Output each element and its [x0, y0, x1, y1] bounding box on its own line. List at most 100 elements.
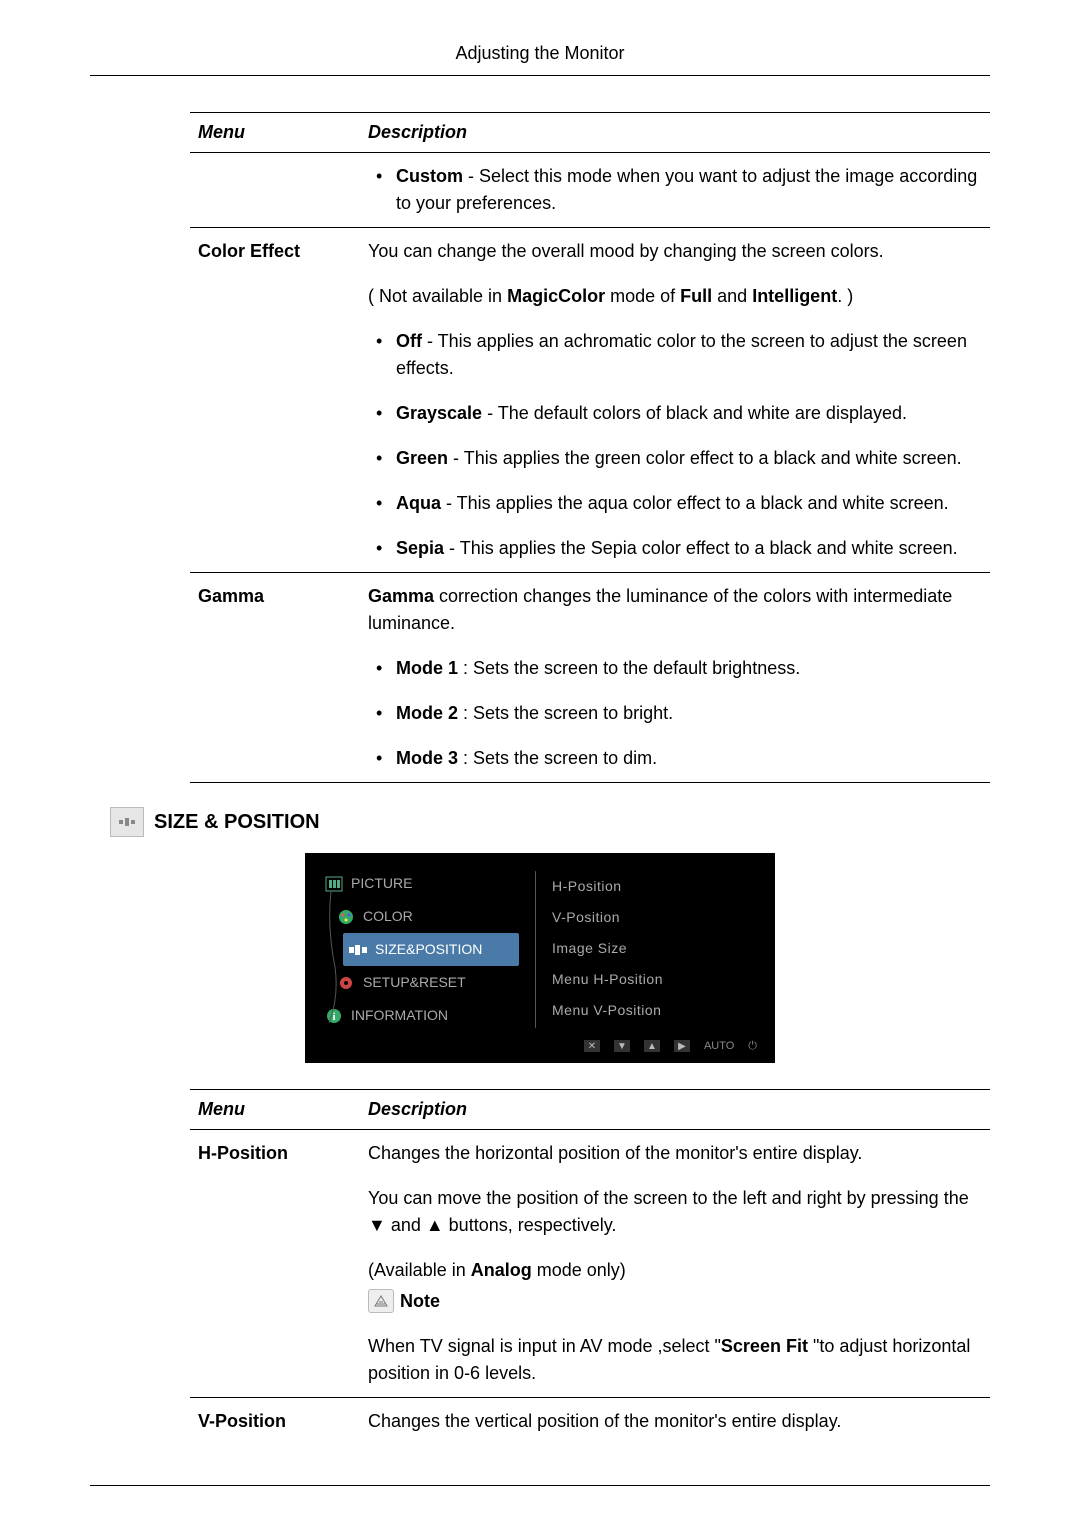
bold: Grayscale: [396, 403, 482, 423]
menu-table-2: Menu Description H-Position Changes the …: [190, 1089, 990, 1445]
text: (Available in: [368, 1260, 471, 1280]
osd-item-setupreset: SETUP&RESET: [331, 966, 519, 999]
paragraph: When TV signal is input in AV mode ,sele…: [368, 1333, 982, 1387]
menu-cell-hposition: H-Position: [190, 1129, 360, 1397]
text: ( Not available in: [368, 286, 507, 306]
text: : Sets the screen to bright.: [458, 703, 673, 723]
col-menu: Menu: [190, 113, 360, 153]
text: and: [712, 286, 752, 306]
list-item: Off - This applies an achromatic color t…: [368, 328, 982, 382]
bold: Sepia: [396, 538, 444, 558]
desc-cell-color-effect: You can change the overall mood by chang…: [360, 228, 990, 573]
text: mode only): [532, 1260, 626, 1280]
desc-cell-vposition: Changes the vertical position of the mon…: [360, 1397, 990, 1445]
bold: Custom: [396, 166, 463, 186]
auto-label: AUTO: [704, 1038, 734, 1055]
menu-cell-gamma: Gamma: [190, 573, 360, 783]
osd-bottom-bar: ✕ ▼ ▲ ▶ AUTO ⏻: [319, 1032, 761, 1057]
list-item: Grayscale - The default colors of black …: [368, 400, 982, 427]
osd-divider: [535, 871, 536, 1028]
gear-icon: [337, 975, 355, 991]
text: - Select this mode when you want to adju…: [396, 166, 977, 213]
text: correction changes the luminance of the …: [368, 586, 952, 633]
paragraph: Gamma correction changes the luminance o…: [368, 583, 982, 637]
bold: Analog: [471, 1260, 532, 1280]
osd-item-information: i INFORMATION: [319, 999, 519, 1032]
paragraph: Changes the horizontal position of the m…: [368, 1140, 982, 1167]
svg-text:i: i: [332, 1011, 335, 1023]
bold: Mode 2: [396, 703, 458, 723]
osd-option: H-Position: [552, 871, 752, 902]
col-description: Description: [360, 1089, 990, 1129]
osd-label: SETUP&RESET: [363, 972, 466, 993]
osd-label: PICTURE: [351, 873, 412, 894]
osd-screenshot: PICTURE COLOR SIZE&POSITION: [90, 853, 990, 1063]
bold: Gamma: [368, 586, 434, 606]
col-description: Description: [360, 113, 990, 153]
bold: Mode 1: [396, 658, 458, 678]
note-row: Note: [368, 1288, 982, 1315]
paragraph: You can move the position of the screen …: [368, 1185, 982, 1239]
text: mode of: [605, 286, 680, 306]
osd-right-column: H-Position V-Position Image Size Menu H-…: [552, 867, 752, 1032]
text: : Sets the screen to dim.: [458, 748, 657, 768]
note-label: Note: [400, 1288, 440, 1315]
text: - This applies the green color effect to…: [448, 448, 962, 468]
sizeposition-icon: [349, 942, 367, 958]
bold: Screen Fit: [721, 1336, 808, 1356]
bold: Mode 3: [396, 748, 458, 768]
info-icon: i: [325, 1008, 343, 1024]
osd-item-color: COLOR: [331, 900, 519, 933]
right-icon: ▶: [674, 1040, 690, 1052]
bold: Off: [396, 331, 422, 351]
page-header: Adjusting the Monitor: [90, 40, 990, 76]
text: : Sets the screen to the default brightn…: [458, 658, 800, 678]
text: - The default colors of black and white …: [482, 403, 907, 423]
osd-panel: PICTURE COLOR SIZE&POSITION: [305, 853, 775, 1063]
up-icon: ▲: [644, 1040, 660, 1052]
osd-option: V-Position: [552, 902, 752, 933]
bold: Full: [680, 286, 712, 306]
paragraph: You can change the overall mood by chang…: [368, 238, 982, 265]
desc-cell-hposition: Changes the horizontal position of the m…: [360, 1129, 990, 1397]
menu-cell-vposition: V-Position: [190, 1397, 360, 1445]
list-item: Mode 1 : Sets the screen to the default …: [368, 655, 982, 682]
osd-option: Menu H-Position: [552, 964, 752, 995]
list-item: Sepia - This applies the Sepia color eff…: [368, 535, 982, 562]
list-item: Custom - Select this mode when you want …: [368, 163, 982, 217]
text: When TV signal is input in AV mode ,sele…: [368, 1336, 721, 1356]
section-title: SIZE & POSITION: [154, 807, 320, 837]
bold: Aqua: [396, 493, 441, 513]
osd-option: Image Size: [552, 933, 752, 964]
desc-cell-custom: Custom - Select this mode when you want …: [360, 153, 990, 228]
paragraph: ( Not available in MagicColor mode of Fu…: [368, 283, 982, 310]
menu-table-1: Menu Description Custom - Select this mo…: [190, 112, 990, 783]
osd-item-sizeposition: SIZE&POSITION: [343, 933, 519, 966]
desc-cell-gamma: Gamma correction changes the luminance o…: [360, 573, 990, 783]
color-icon: [337, 909, 355, 925]
section-heading-size-position: SIZE & POSITION: [110, 807, 990, 837]
footer-rule: [90, 1485, 990, 1486]
text: . ): [837, 286, 853, 306]
list-item: Aqua - This applies the aqua color effec…: [368, 490, 982, 517]
close-icon: ✕: [584, 1040, 600, 1052]
osd-label: COLOR: [363, 906, 413, 927]
text: - This applies the Sepia color effect to…: [444, 538, 958, 558]
note-icon: [368, 1289, 394, 1313]
osd-left-column: PICTURE COLOR SIZE&POSITION: [319, 867, 519, 1032]
power-icon: ⏻: [748, 1038, 757, 1055]
osd-label: INFORMATION: [351, 1005, 448, 1026]
list-item: Mode 3 : Sets the screen to dim.: [368, 745, 982, 772]
bold: MagicColor: [507, 286, 605, 306]
size-position-icon: [110, 807, 144, 837]
menu-cell-color-effect: Color Effect: [190, 228, 360, 573]
bold: Intelligent: [752, 286, 837, 306]
bold: Green: [396, 448, 448, 468]
list-item: Mode 2 : Sets the screen to bright.: [368, 700, 982, 727]
menu-cell-empty: [190, 153, 360, 228]
osd-label: SIZE&POSITION: [375, 939, 482, 960]
text: - This applies the aqua color effect to …: [441, 493, 949, 513]
list-item: Green - This applies the green color eff…: [368, 445, 982, 472]
osd-item-picture: PICTURE: [319, 867, 519, 900]
down-icon: ▼: [614, 1040, 630, 1052]
